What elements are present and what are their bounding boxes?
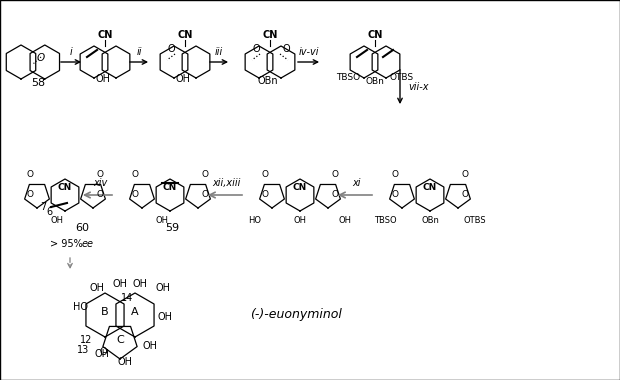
Text: O: O xyxy=(332,170,339,179)
Text: O: O xyxy=(27,190,33,199)
Text: OBn: OBn xyxy=(258,76,278,86)
Text: CN: CN xyxy=(97,30,113,40)
Text: OH: OH xyxy=(95,74,110,84)
Text: TBSO: TBSO xyxy=(336,73,360,82)
Text: 60: 60 xyxy=(75,223,89,233)
Text: xi: xi xyxy=(352,178,360,188)
Text: OH: OH xyxy=(112,279,128,289)
Text: i: i xyxy=(69,47,73,57)
Text: (-)-euonyminol: (-)-euonyminol xyxy=(250,308,342,321)
Text: O: O xyxy=(461,170,469,179)
Text: OH: OH xyxy=(89,283,105,293)
Text: O: O xyxy=(27,170,33,179)
Text: CN: CN xyxy=(423,183,437,192)
Text: OTBS: OTBS xyxy=(464,216,486,225)
Text: O: O xyxy=(202,190,208,199)
Text: CN: CN xyxy=(163,183,177,192)
Text: OH: OH xyxy=(156,216,169,225)
Text: OH: OH xyxy=(143,341,157,351)
Text: O: O xyxy=(282,44,290,54)
Text: OBn: OBn xyxy=(421,216,439,225)
Text: CN: CN xyxy=(262,30,278,40)
Text: iii: iii xyxy=(215,47,223,57)
Text: OH: OH xyxy=(157,312,172,322)
Text: C: C xyxy=(116,335,124,345)
Text: OBn: OBn xyxy=(366,77,384,86)
Text: O: O xyxy=(167,44,175,54)
Text: HO: HO xyxy=(73,302,87,312)
Text: 14: 14 xyxy=(121,293,133,303)
Text: A: A xyxy=(131,307,139,317)
Text: vii-x: vii-x xyxy=(408,82,428,92)
Text: OH: OH xyxy=(50,216,63,225)
Text: 7: 7 xyxy=(40,202,46,212)
Text: OTBS: OTBS xyxy=(390,73,414,82)
Text: O: O xyxy=(262,190,268,199)
Text: CN: CN xyxy=(293,183,307,192)
Text: HO: HO xyxy=(249,216,262,225)
Text: 58: 58 xyxy=(31,78,45,88)
Text: O: O xyxy=(332,190,339,199)
Text: O: O xyxy=(461,190,469,199)
Text: O: O xyxy=(391,170,399,179)
Text: O: O xyxy=(99,347,107,357)
Text: O: O xyxy=(131,170,138,179)
Text: B: B xyxy=(101,307,109,317)
Text: O: O xyxy=(37,53,45,63)
Text: iv-vi: iv-vi xyxy=(299,47,319,57)
Text: O: O xyxy=(202,170,208,179)
Text: O: O xyxy=(97,190,104,199)
Text: OH: OH xyxy=(156,283,171,293)
Text: OH: OH xyxy=(339,216,352,225)
Text: > 95%: > 95% xyxy=(50,239,86,249)
Text: OH: OH xyxy=(94,349,110,359)
Text: OH: OH xyxy=(175,74,190,84)
Text: ee: ee xyxy=(82,239,94,249)
Text: TBSO: TBSO xyxy=(374,216,396,225)
Text: OH: OH xyxy=(293,216,306,225)
Text: xii,xiii: xii,xiii xyxy=(212,178,240,188)
Text: CN: CN xyxy=(367,30,383,40)
Text: O: O xyxy=(97,170,104,179)
Text: O: O xyxy=(131,190,138,199)
Text: O: O xyxy=(252,44,260,54)
Text: CN: CN xyxy=(58,183,72,192)
Text: O: O xyxy=(262,170,268,179)
Text: 6: 6 xyxy=(46,207,52,217)
Text: OH: OH xyxy=(133,279,148,289)
Text: OH: OH xyxy=(118,357,133,367)
Text: O: O xyxy=(391,190,399,199)
Text: 13: 13 xyxy=(77,345,89,355)
Text: CN: CN xyxy=(177,30,193,40)
Text: 12: 12 xyxy=(80,335,92,345)
Text: xiv: xiv xyxy=(93,178,107,188)
Text: ii: ii xyxy=(136,47,142,57)
Text: 59: 59 xyxy=(165,223,179,233)
